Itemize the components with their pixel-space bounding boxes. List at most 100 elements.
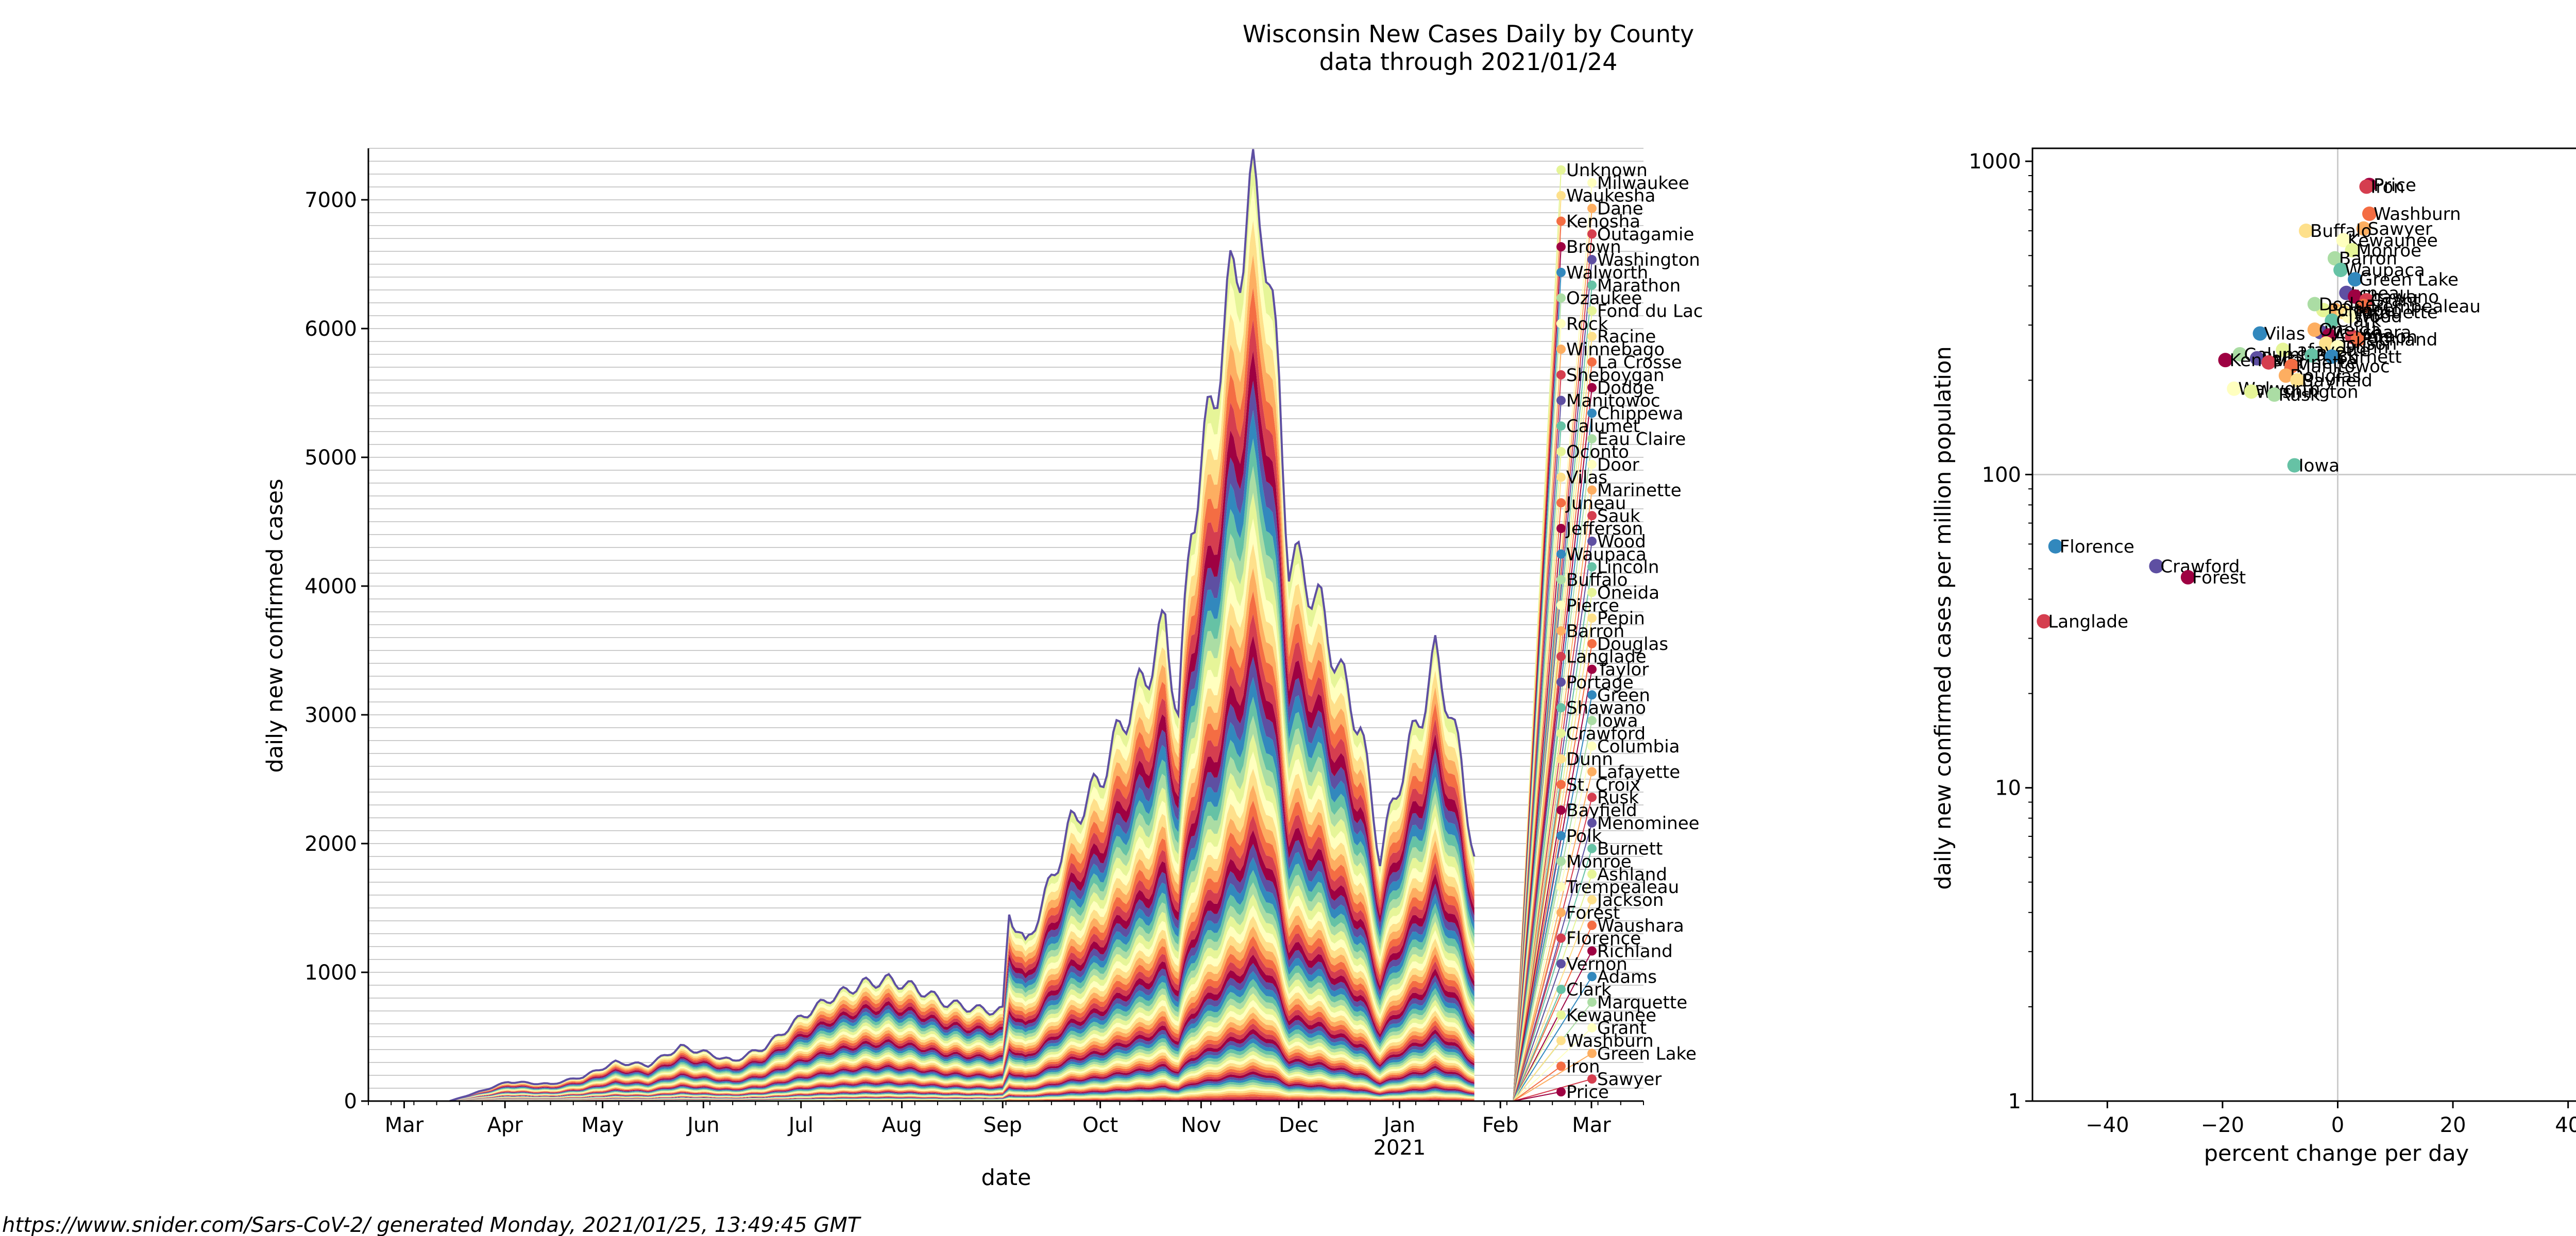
y-tick-label: 5000 <box>304 446 357 470</box>
y-tick-label: 1000 <box>1969 150 2021 174</box>
scatter-point <box>2244 384 2259 399</box>
label-leader <box>1513 1015 1562 1102</box>
label-marker <box>1587 793 1597 802</box>
label-marker <box>1556 703 1566 713</box>
label-marker <box>1556 267 1566 277</box>
label-marker <box>1587 946 1597 956</box>
label-marker <box>1556 805 1566 815</box>
county-label: Sheboygan <box>1566 365 1665 386</box>
label-marker <box>1587 306 1597 316</box>
label-marker <box>1587 178 1597 187</box>
label-marker <box>1587 741 1597 751</box>
label-marker <box>1587 459 1597 469</box>
left-x-axis-label: date <box>981 1165 1031 1191</box>
county-label: Portage <box>1566 672 1634 693</box>
county-label: Shawano <box>1566 698 1646 718</box>
county-label: Price <box>1566 1082 1609 1103</box>
scatter-point <box>2149 559 2164 574</box>
scatter-point-label: Iowa <box>2299 456 2340 476</box>
scatter-point-label: Crawford <box>2160 556 2240 577</box>
label-leader <box>1513 771 1592 1102</box>
label-marker <box>1587 408 1597 418</box>
label-marker <box>1587 972 1597 982</box>
county-label: Rusk <box>1597 787 1639 808</box>
right-axes: −40 −20 0 20 40 1 10 100 1000 <box>1969 147 2576 1137</box>
scatter-point-label: Vilas <box>2264 324 2306 345</box>
label-marker <box>1587 613 1597 623</box>
county-label: Langlade <box>1566 647 1647 667</box>
x-tick-label: Mar <box>385 1113 424 1137</box>
label-marker <box>1556 345 1566 354</box>
county-label: Dunn <box>1566 749 1613 770</box>
county-label: Unknown <box>1566 160 1648 181</box>
label-marker <box>1587 997 1597 1007</box>
scatter-point <box>2333 263 2348 278</box>
label-marker <box>1587 485 1597 495</box>
county-labels: UnknownMilwaukeeWaukeshaDaneKenoshaOutag… <box>1513 160 1703 1103</box>
scatter-point <box>2307 297 2322 312</box>
y-tick-label: 0 <box>344 1090 357 1113</box>
left-y-axis-label: daily new confirmed cases <box>262 479 288 773</box>
label-marker <box>1556 907 1566 917</box>
x-tick-label: Mar <box>1572 1113 1611 1137</box>
county-label: Crawford <box>1566 724 1646 744</box>
label-marker <box>1587 434 1597 444</box>
county-label: Walworth <box>1566 263 1648 283</box>
county-label: Vilas <box>1566 468 1607 488</box>
scatter-point-label: Richland <box>2362 330 2438 350</box>
chart-title-line1: Wisconsin New Cases Daily by County <box>1243 20 1694 48</box>
label-marker <box>1556 498 1566 508</box>
label-marker <box>1587 1074 1597 1084</box>
scatter-point-label: Iron <box>2370 177 2404 197</box>
county-label: Iron <box>1566 1056 1600 1077</box>
scatter-point-label: Manitowoc <box>2296 356 2390 377</box>
y-tick-label: 6000 <box>304 317 357 341</box>
label-marker <box>1556 242 1566 252</box>
label-leader <box>1513 938 1562 1102</box>
label-marker <box>1587 511 1597 521</box>
label-marker <box>1587 639 1597 648</box>
series-area <box>449 1096 1475 1101</box>
county-label: Pierce <box>1566 595 1619 616</box>
scatter-point <box>2048 539 2063 554</box>
x-tick-label: Jul <box>787 1113 814 1137</box>
label-marker <box>1587 562 1597 572</box>
scatter-point <box>2290 373 2305 388</box>
county-label: Sauk <box>1597 506 1640 526</box>
scatter-point-label: Trempealeau <box>2367 296 2481 317</box>
scatter-point <box>2319 336 2334 351</box>
y-tick-label: 10 <box>1995 777 2021 800</box>
county-label: Rock <box>1566 314 1608 334</box>
county-label: Wood <box>1597 531 1646 552</box>
county-label: Washburn <box>1566 1031 1654 1052</box>
label-marker <box>1587 357 1597 367</box>
county-label: Chippewa <box>1597 403 1683 424</box>
scatter-point <box>2287 458 2302 473</box>
label-marker <box>1587 1049 1597 1058</box>
county-label: Douglas <box>1597 634 1668 655</box>
county-label: Florence <box>1566 929 1641 949</box>
county-label: Kewaunee <box>1566 1005 1656 1026</box>
label-marker <box>1587 920 1597 930</box>
scatter-point <box>2218 353 2233 368</box>
scatter-point-label: Langlade <box>2048 611 2128 632</box>
x-tick-label: Nov <box>1181 1113 1221 1137</box>
label-marker <box>1587 895 1597 905</box>
label-leader <box>1513 733 1562 1102</box>
scatter-point <box>2307 322 2322 337</box>
label-marker <box>1556 1036 1566 1045</box>
scatter-point <box>2356 221 2371 236</box>
label-leader <box>1513 976 1592 1102</box>
scatter-point <box>2359 179 2374 194</box>
label-leader <box>1513 1040 1562 1102</box>
label-marker <box>1587 203 1597 213</box>
label-leader <box>1513 1091 1562 1102</box>
county-label: Taylor <box>1597 660 1649 680</box>
scatter-point <box>2299 224 2314 238</box>
label-marker <box>1587 383 1597 392</box>
label-marker <box>1556 191 1566 200</box>
x-tick-label: Sep <box>983 1113 1022 1137</box>
county-label: Grant <box>1597 1018 1647 1039</box>
scatter-chart: PriceIronWashburnSawyerBuffaloKewauneeMo… <box>1930 147 2576 1166</box>
